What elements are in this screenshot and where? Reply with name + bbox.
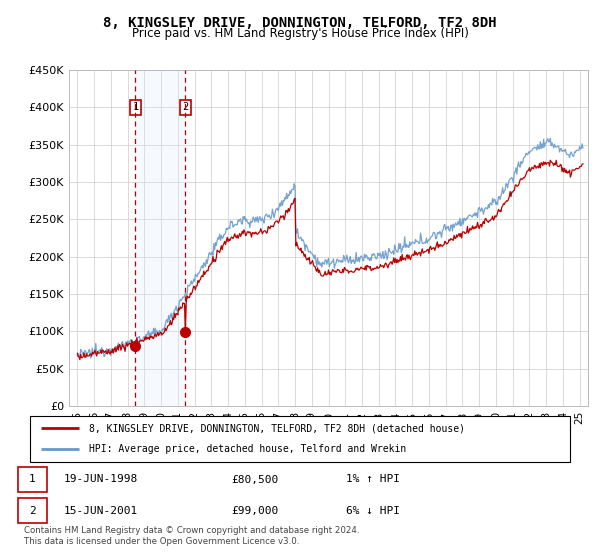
Text: 8, KINGSLEY DRIVE, DONNINGTON, TELFORD, TF2 8DH (detached house): 8, KINGSLEY DRIVE, DONNINGTON, TELFORD, … — [89, 423, 466, 433]
Text: Price paid vs. HM Land Registry's House Price Index (HPI): Price paid vs. HM Land Registry's House … — [131, 27, 469, 40]
Text: 1% ↑ HPI: 1% ↑ HPI — [346, 474, 400, 484]
Text: HPI: Average price, detached house, Telford and Wrekin: HPI: Average price, detached house, Telf… — [89, 444, 407, 454]
Text: £80,500: £80,500 — [231, 474, 278, 484]
FancyBboxPatch shape — [30, 416, 570, 462]
Text: 19-JUN-1998: 19-JUN-1998 — [64, 474, 138, 484]
Text: 15-JUN-2001: 15-JUN-2001 — [64, 506, 138, 516]
Text: 6% ↓ HPI: 6% ↓ HPI — [346, 506, 400, 516]
Text: 1: 1 — [133, 102, 139, 113]
Text: Contains HM Land Registry data © Crown copyright and database right 2024.
This d: Contains HM Land Registry data © Crown c… — [24, 526, 359, 546]
Text: 2: 2 — [29, 506, 35, 516]
Text: 1: 1 — [29, 474, 35, 484]
FancyBboxPatch shape — [18, 498, 47, 523]
Text: £99,000: £99,000 — [231, 506, 278, 516]
Text: 8, KINGSLEY DRIVE, DONNINGTON, TELFORD, TF2 8DH: 8, KINGSLEY DRIVE, DONNINGTON, TELFORD, … — [103, 16, 497, 30]
Text: 2: 2 — [182, 102, 188, 113]
FancyBboxPatch shape — [18, 467, 47, 492]
Bar — [136, 70, 185, 406]
